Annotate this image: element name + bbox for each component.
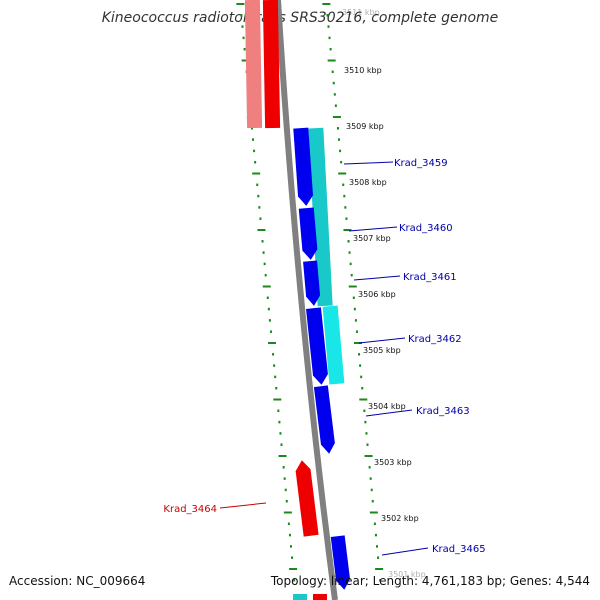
gene-label[interactable]: Krad_3460 <box>399 223 453 234</box>
reverse-gene-block <box>313 594 327 600</box>
summary-text: Topology: linear; Length: 4,761,183 bp; … <box>270 574 590 588</box>
gene-label[interactable]: Krad_3463 <box>416 406 470 417</box>
reverse-gene-arrow <box>295 460 319 537</box>
kbp-tick-label: 3506 kbp <box>358 290 396 299</box>
kbp-tick-label: 3504 kbp <box>368 402 406 411</box>
forward-rna-block <box>293 594 307 600</box>
forward-gene-arrow <box>298 207 318 260</box>
forward-rna-block <box>308 127 333 307</box>
genome-backbone <box>275 0 338 600</box>
gene-label-leader <box>365 409 413 417</box>
gene-label-leader <box>358 337 406 344</box>
forward-gene-arrow <box>306 307 328 385</box>
kbp-tick-label: 3505 kbp <box>363 346 401 355</box>
reverse-gene-block <box>244 0 263 129</box>
forward-gene-arrow <box>303 260 321 306</box>
forward-gene-arrow <box>313 385 335 454</box>
kbp-tick-label: 3508 kbp <box>349 178 387 187</box>
kbp-tick-label: 3507 kbp <box>353 234 391 243</box>
forward-rna-block <box>322 305 345 385</box>
accession-text: Accession: NC_009664 <box>9 574 146 588</box>
kbp-labels: 3511 kbp 3510 kbp 3509 kbp 3508 kbp 3507 kbp… <box>342 8 426 579</box>
gene-label-leader <box>343 161 394 165</box>
kbp-tick-label: 3510 kbp <box>344 66 382 75</box>
gene-label[interactable]: Krad_3465 <box>432 544 486 555</box>
gene-label[interactable]: Krad_3464 <box>163 504 217 515</box>
gene-label[interactable]: Krad_3461 <box>403 272 457 283</box>
kbp-tick-label: 3511 kbp <box>342 8 380 17</box>
gene-labels: Krad_3459 Krad_3460 Krad_3461 Krad_3462 Krad… <box>163 158 486 556</box>
forward-gene-arrow <box>330 535 351 590</box>
feature-blocks <box>244 0 351 600</box>
gene-label-leader <box>353 275 401 281</box>
kbp-tick-label: 3509 kbp <box>346 122 384 131</box>
kbp-tick-label: 3503 kbp <box>374 458 412 467</box>
reverse-gene-block <box>262 0 281 129</box>
gene-label[interactable]: Krad_3459 <box>394 158 448 169</box>
gene-label-leader <box>219 502 267 509</box>
forward-gene-arrow <box>293 127 314 206</box>
kbp-tick-label: 3501 kbp <box>388 570 426 579</box>
gene-label-leader <box>381 547 429 556</box>
map-title: Kineococcus radiotolerans SRS30216, comp… <box>101 10 499 26</box>
gene-label-leader <box>348 226 398 232</box>
gene-label[interactable]: Krad_3462 <box>408 334 462 345</box>
kbp-tick-label: 3502 kbp <box>381 514 419 523</box>
